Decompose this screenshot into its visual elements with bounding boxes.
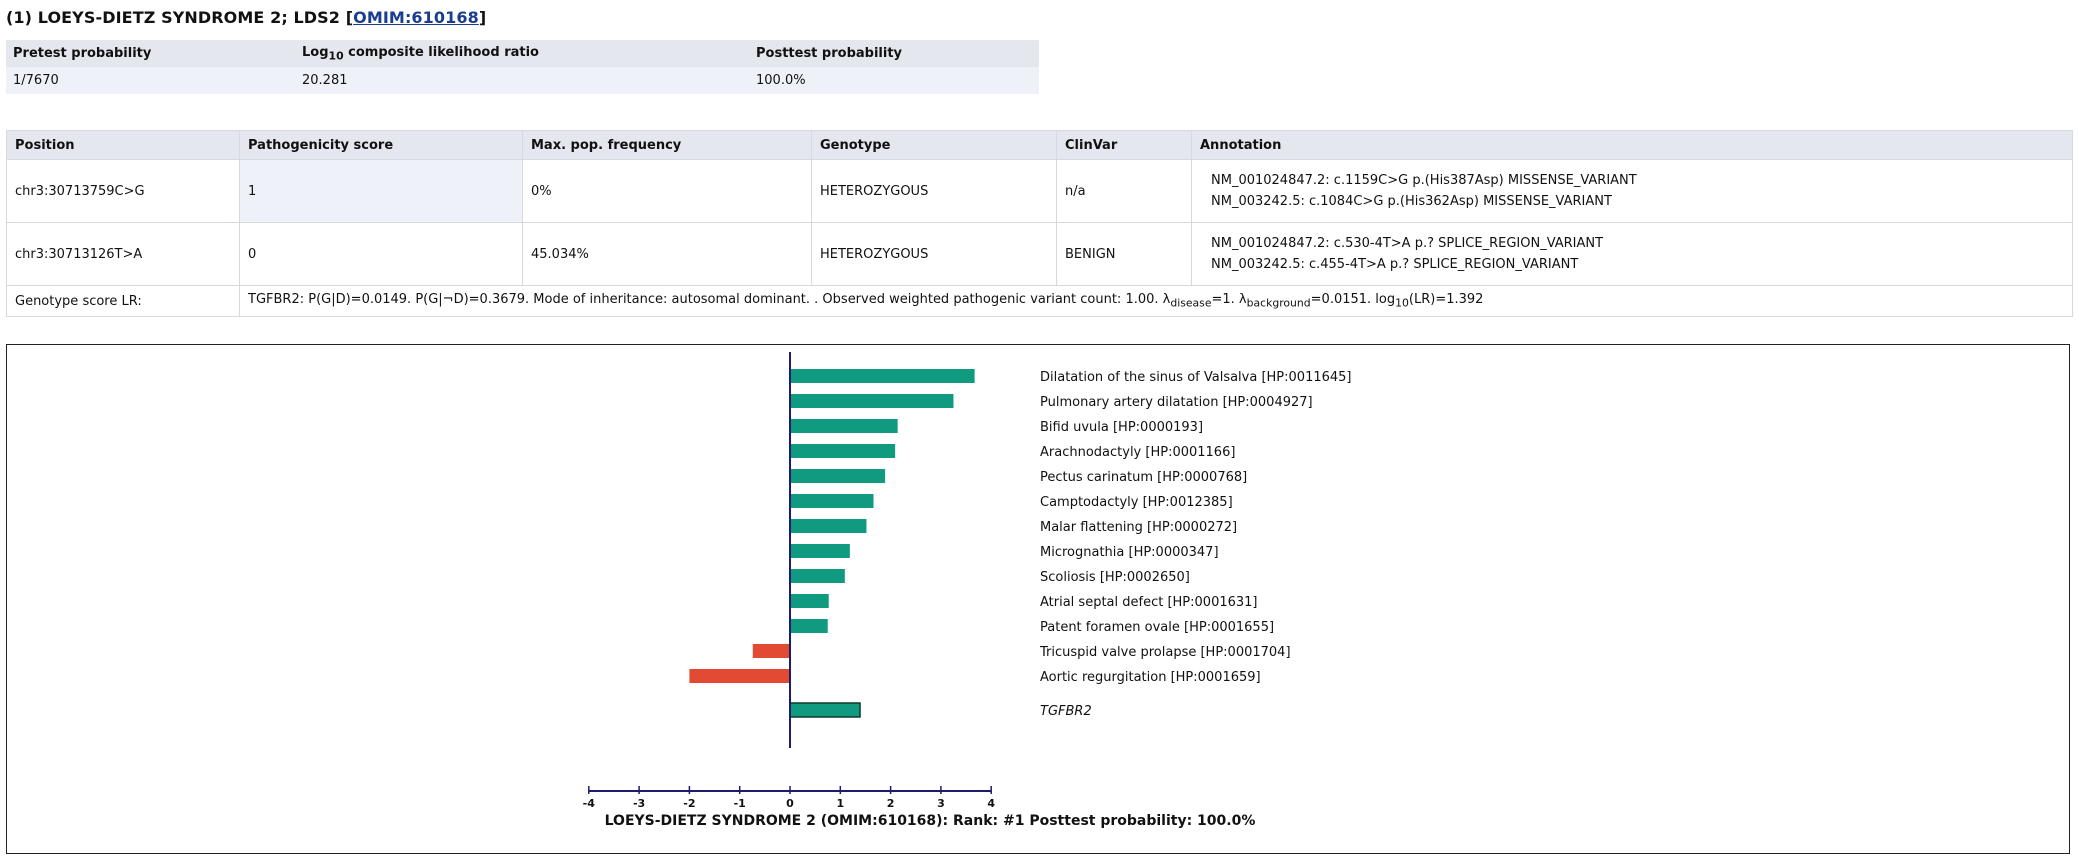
x-tick-label: 1: [836, 797, 844, 810]
genotype-lr-label: Genotype score LR:: [6, 285, 240, 317]
variants-table: Position Pathogenicity score Max. pop. f…: [6, 130, 2073, 317]
phenotype-bar: [790, 369, 975, 383]
pathogenicity-header: Pathogenicity score: [239, 130, 523, 160]
phenotype-bar: [752, 644, 790, 658]
pathogenicity-score: 1: [239, 159, 523, 223]
annotation-line: NM_003242.5: c.455-4T>A p.? SPLICE_REGIO…: [1211, 257, 1579, 272]
phenotype-bar: [790, 394, 954, 408]
max-pop-frequency: 0%: [522, 159, 812, 223]
posttest-value: 100.0%: [749, 67, 1039, 94]
x-tick-label: -4: [583, 797, 596, 810]
phenotype-label: Bifid uvula [HP:0000193]: [1040, 420, 1203, 435]
omim-link[interactable]: OMIM:610168: [353, 8, 479, 27]
gene-bar: [789, 702, 861, 718]
annotation-line: NM_003242.5: c.1084C>G p.(His362Asp) MIS…: [1211, 194, 1612, 209]
lr-header-sub: 10: [328, 49, 344, 63]
lr-header-log: Log: [302, 44, 329, 60]
phenotype-label: Tricuspid valve prolapse [HP:0001704]: [1039, 645, 1291, 660]
annotation-cell: NM_001024847.2: c.530-4T>A p.? SPLICE_RE…: [1191, 222, 2073, 286]
genotype: HETEROZYGOUS: [811, 159, 1057, 223]
phenotype-label: Camptodactyly [HP:0012385]: [1040, 495, 1233, 510]
clinvar: BENIGN: [1056, 222, 1192, 286]
phenotype-bar: [790, 544, 850, 558]
phenotype-label: Dilatation of the sinus of Valsalva [HP:…: [1040, 370, 1352, 385]
clinvar-header: ClinVar: [1056, 130, 1192, 160]
max-pop-frequency: 45.034%: [522, 222, 812, 286]
lr-header: Log10 composite likelihood ratio: [295, 40, 749, 67]
annotation-line: NM_001024847.2: c.530-4T>A p.? SPLICE_RE…: [1211, 236, 1604, 251]
chart-title: LOEYS-DIETZ SYNDROME 2 (OMIM:610168): Ra…: [605, 813, 1256, 829]
probability-summary-table: Pretest probability Log10 composite like…: [6, 40, 1039, 94]
genotype-lr-part: =0.0151. log: [1310, 292, 1396, 308]
phenotype-bar: [790, 519, 867, 533]
genotype-header: Genotype: [811, 130, 1057, 160]
variant-position: chr3:30713759C>G: [6, 159, 240, 223]
genotype-lr-part: TGFBR2: P(G|D)=0.0149. P(G|¬D)=0.3679. M…: [248, 292, 1171, 308]
phenotype-label: Pulmonary artery dilatation [HP:0004927]: [1040, 395, 1313, 410]
x-tick-label: -2: [683, 797, 695, 810]
posttest-header: Posttest probability: [749, 40, 1039, 67]
phenotype-bar: [790, 594, 829, 608]
x-tick-label: 2: [887, 797, 895, 810]
phenotype-bar: [790, 469, 886, 483]
phenotype-bar: [790, 494, 874, 508]
pretest-header: Pretest probability: [6, 40, 295, 67]
table-row: chr3:30713759C>G 1 0% HETEROZYGOUS n/a N…: [6, 159, 2073, 223]
pathogenicity-score: 0: [239, 222, 523, 286]
genotype-lr-sub: disease: [1170, 296, 1212, 310]
frequency-header: Max. pop. frequency: [522, 130, 812, 160]
phenotype-bar: [790, 619, 828, 633]
genotype: HETEROZYGOUS: [811, 222, 1057, 286]
phenotype-label: Patent foramen ovale [HP:0001655]: [1040, 620, 1274, 635]
likelihood-ratio-chart: Dilatation of the sinus of Valsalva [HP:…: [583, 352, 1352, 829]
genotype-lr-text: TGFBR2: P(G|D)=0.0149. P(G|¬D)=0.3679. M…: [239, 285, 2073, 317]
x-tick-label: 0: [786, 797, 794, 810]
x-tick-label: -1: [734, 797, 746, 810]
phenotype-label: Scoliosis [HP:0002650]: [1040, 570, 1190, 585]
genotype-lr-part: (LR)=1.392: [1408, 292, 1484, 308]
lr-header-rest: composite likelihood ratio: [343, 44, 539, 60]
annotation-line: NM_001024847.2: c.1159C>G p.(His387Asp) …: [1211, 173, 1637, 188]
annotation-cell: NM_001024847.2: c.1159C>G p.(His387Asp) …: [1191, 159, 2073, 223]
variant-position: chr3:30713126T>A: [6, 222, 240, 286]
genotype-lr-sub: 10: [1395, 296, 1409, 310]
table-row: chr3:30713126T>A 0 45.034% HETEROZYGOUS …: [6, 222, 2073, 286]
genotype-lr-part: =1. λ: [1211, 292, 1247, 308]
phenotype-bar: [790, 569, 845, 583]
x-tick-label: 3: [937, 797, 945, 810]
annotation-header: Annotation: [1191, 130, 2073, 160]
clinvar: n/a: [1056, 159, 1192, 223]
gene-label: TGFBR2: [1040, 704, 1092, 719]
position-header: Position: [6, 130, 240, 160]
phenotype-label: Malar flattening [HP:0000272]: [1040, 520, 1237, 535]
genotype-lr-row: Genotype score LR: TGFBR2: P(G|D)=0.0149…: [6, 285, 2073, 317]
pretest-value: 1/7670: [6, 67, 295, 94]
phenotype-bar: [689, 669, 790, 683]
disease-title-suffix: ]: [478, 8, 487, 27]
phenotype-label: Atrial septal defect [HP:0001631]: [1040, 595, 1258, 610]
phenotype-label: Aortic regurgitation [HP:0001659]: [1040, 670, 1261, 685]
likelihood-ratio-chart-box: Dilatation of the sinus of Valsalva [HP:…: [6, 344, 2070, 854]
phenotype-bar: [790, 444, 896, 458]
phenotype-label: Arachnodactyly [HP:0001166]: [1040, 445, 1235, 460]
disease-title-text: (1) LOEYS-DIETZ SYNDROME 2; LDS2 [: [6, 8, 354, 27]
lr-value: 20.281: [295, 67, 749, 94]
x-tick-label: -3: [633, 797, 645, 810]
genotype-lr-sub: background: [1246, 296, 1311, 310]
phenotype-label: Micrognathia [HP:0000347]: [1040, 545, 1219, 560]
phenotype-label: Pectus carinatum [HP:0000768]: [1040, 470, 1247, 485]
phenotype-bar: [790, 419, 898, 433]
disease-title: (1) LOEYS-DIETZ SYNDROME 2; LDS2 [OMIM:6…: [6, 8, 486, 27]
x-tick-label: 4: [987, 797, 995, 810]
